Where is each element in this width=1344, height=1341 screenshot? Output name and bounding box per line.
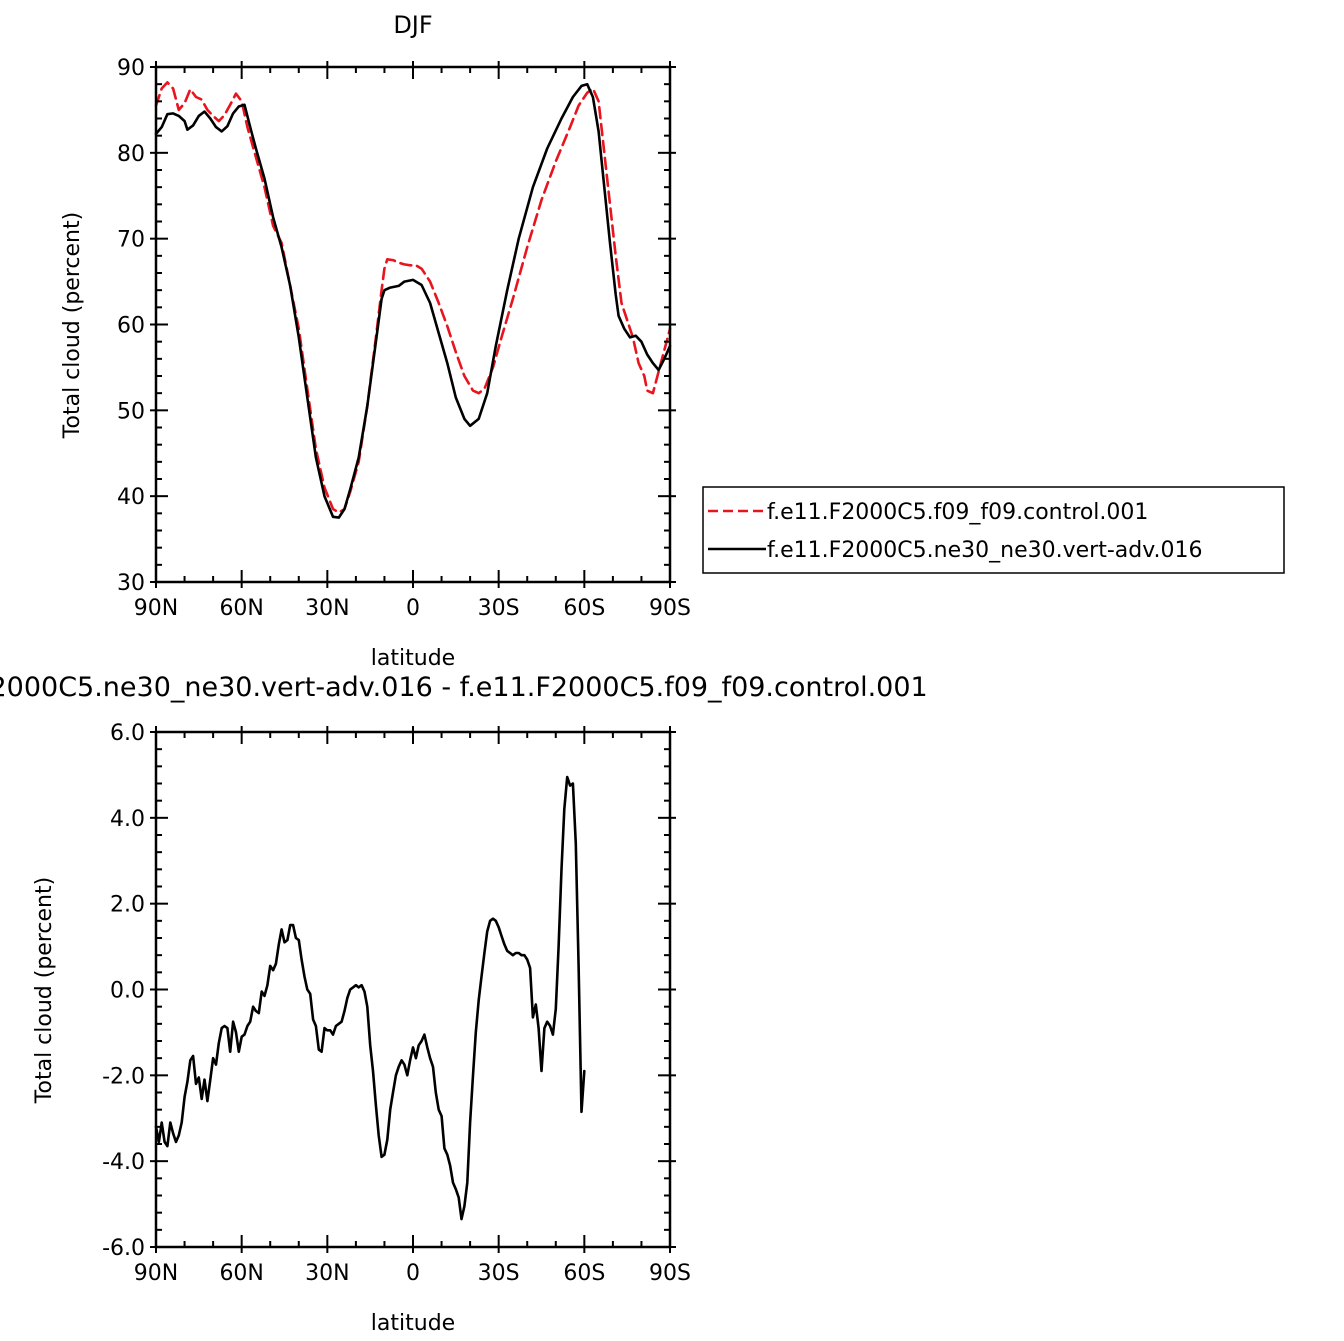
- x-tick-label: 0: [406, 596, 420, 621]
- y-tick-labels: 30 40 50 60 70 80 90: [117, 56, 145, 596]
- x-tick-label: 90N: [134, 1261, 178, 1286]
- y-tick-label: -6.0: [102, 1236, 145, 1261]
- x-tick-label: 30S: [478, 1261, 520, 1286]
- x-tick-label: 90S: [649, 1261, 691, 1286]
- chart-total-cloud-difference: f.e11.F2000C5.ne30_ne30.vert-adv.016 - f…: [0, 672, 928, 1336]
- series-group: [154, 775, 586, 1221]
- legend-label-control: f.e11.F2000C5.f09_f09.control.001: [767, 500, 1148, 525]
- x-tick-label: 30N: [305, 1261, 349, 1286]
- series-line-1: [154, 82, 672, 519]
- y-tick-label: -4.0: [102, 1150, 145, 1175]
- y-axis-label: Total cloud (percent): [32, 877, 57, 1104]
- y-tick-label: 0.0: [110, 979, 145, 1004]
- y-tick-label: 2.0: [110, 893, 145, 918]
- x-axis-label: latitude: [371, 646, 455, 671]
- x-tick-label: 60N: [219, 1261, 263, 1286]
- series-group: [154, 81, 672, 519]
- x-axis-label: latitude: [371, 1311, 455, 1336]
- x-tick-label: 90N: [134, 596, 178, 621]
- y-tick-label: 60: [117, 314, 145, 339]
- series-line-0: [154, 81, 672, 514]
- x-tick-label: 60N: [219, 596, 263, 621]
- tick-marks: [150, 726, 676, 1253]
- y-tick-label: -2.0: [102, 1064, 145, 1089]
- y-tick-labels: -6.0 -4.0 -2.0 0.0 2.0 4.0 6.0: [102, 721, 145, 1261]
- x-tick-label: 60S: [563, 1261, 605, 1286]
- x-tick-label: 60S: [563, 596, 605, 621]
- x-tick-label: 90S: [649, 596, 691, 621]
- x-tick-label: 30N: [305, 596, 349, 621]
- plot-frame: [154, 65, 672, 584]
- y-tick-label: 40: [117, 485, 145, 510]
- x-tick-labels: 90N 60N 30N 0 30S 60S 90S: [134, 1261, 691, 1286]
- y-tick-label: 30: [117, 571, 145, 596]
- chart-title: f.e11.F2000C5.ne30_ne30.vert-adv.016 - f…: [0, 672, 928, 703]
- y-tick-label: 90: [117, 56, 145, 81]
- plot-frame: [154, 730, 672, 1249]
- legend-box: [702, 486, 1285, 574]
- y-axis-label: Total cloud (percent): [60, 212, 85, 439]
- chart-total-cloud: DJF 90N 60N 30N 0 30S 60S 90S 30 40 50 60 70 80 90 l…: [60, 11, 1285, 671]
- x-tick-label: 30S: [478, 596, 520, 621]
- y-tick-label: 70: [117, 228, 145, 253]
- y-tick-label: 6.0: [110, 721, 145, 746]
- legend: f.e11.F2000C5.f09_f09.control.001 f.e11.…: [702, 486, 1285, 574]
- tick-marks: [150, 61, 676, 588]
- y-tick-label: 50: [117, 399, 145, 424]
- legend-label-vert-adv: f.e11.F2000C5.ne30_ne30.vert-adv.016: [767, 538, 1203, 563]
- y-tick-label: 4.0: [110, 807, 145, 832]
- series-line-0: [154, 775, 586, 1221]
- x-tick-labels: 90N 60N 30N 0 30S 60S 90S: [134, 596, 691, 621]
- chart-title: DJF: [393, 11, 432, 39]
- y-tick-label: 80: [117, 142, 145, 167]
- x-tick-label: 0: [406, 1261, 420, 1286]
